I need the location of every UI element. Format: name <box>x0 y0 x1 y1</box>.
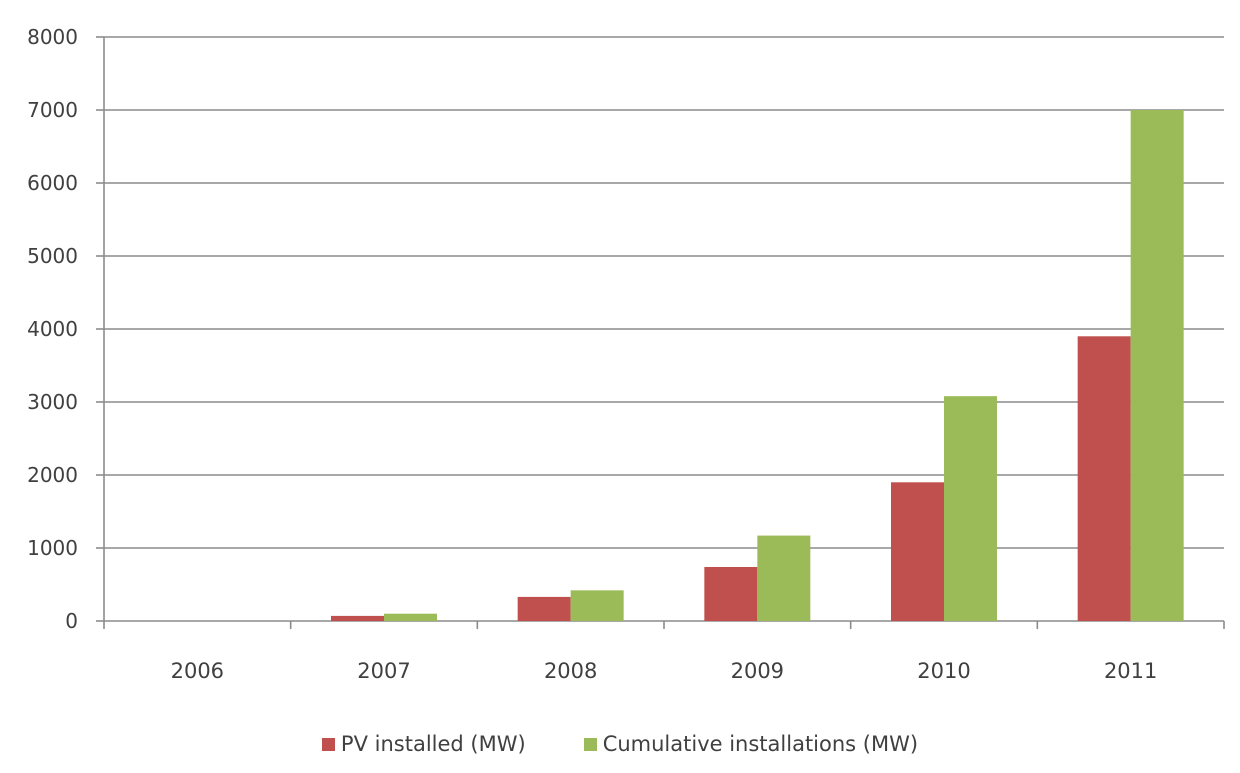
y-tick-label-6000: 6000 <box>27 171 78 195</box>
y-tick-label-2000: 2000 <box>27 463 78 487</box>
legend-item-pv-installed: PV installed (MW) <box>321 732 526 756</box>
legend-item-cumulative: Cumulative installations (MW) <box>583 732 919 756</box>
legend-label-pv-installed: PV installed (MW) <box>340 732 526 756</box>
y-tick-label-3000: 3000 <box>27 390 78 414</box>
bar-pv-installed-mw-2007 <box>331 615 384 621</box>
y-tick-label-7000: 7000 <box>27 98 78 122</box>
x-tick-label-2007: 2007 <box>357 659 410 683</box>
bar-cumulative-installations-mw-2009 <box>757 535 811 621</box>
x-tick-label-2008: 2008 <box>544 659 597 683</box>
bar-pv-installed-mw-2011 <box>1077 336 1131 621</box>
bar-pv-installed-mw-2008 <box>517 596 571 621</box>
bar-pv-installed-mw-2009 <box>704 566 758 621</box>
y-tick-label-5000: 5000 <box>27 244 78 268</box>
legend-swatch-pv-installed <box>321 737 335 751</box>
y-tick-label-1000: 1000 <box>27 536 78 560</box>
legend: PV installed (MW) Cumulative installatio… <box>0 732 1240 756</box>
y-tick-label-0: 0 <box>65 609 78 633</box>
legend-swatch-cumulative <box>583 737 597 751</box>
y-tick-label-4000: 4000 <box>27 317 78 341</box>
legend-label-cumulative: Cumulative installations (MW) <box>602 732 919 756</box>
x-tick-label-2006: 2006 <box>171 659 224 683</box>
x-tick-label-2011: 2011 <box>1104 659 1157 683</box>
bar-pv-installed-mw-2010 <box>891 482 944 621</box>
bar-cumulative-installations-mw-2007 <box>384 613 437 621</box>
bar-cumulative-installations-mw-2010 <box>944 396 997 621</box>
bar-cumulative-installations-mw-2008 <box>570 590 624 621</box>
y-tick-label-8000: 8000 <box>27 25 78 49</box>
x-tick-label-2009: 2009 <box>731 659 784 683</box>
x-tick-label-2010: 2010 <box>917 659 970 683</box>
bar-cumulative-installations-mw-2011 <box>1130 110 1184 621</box>
